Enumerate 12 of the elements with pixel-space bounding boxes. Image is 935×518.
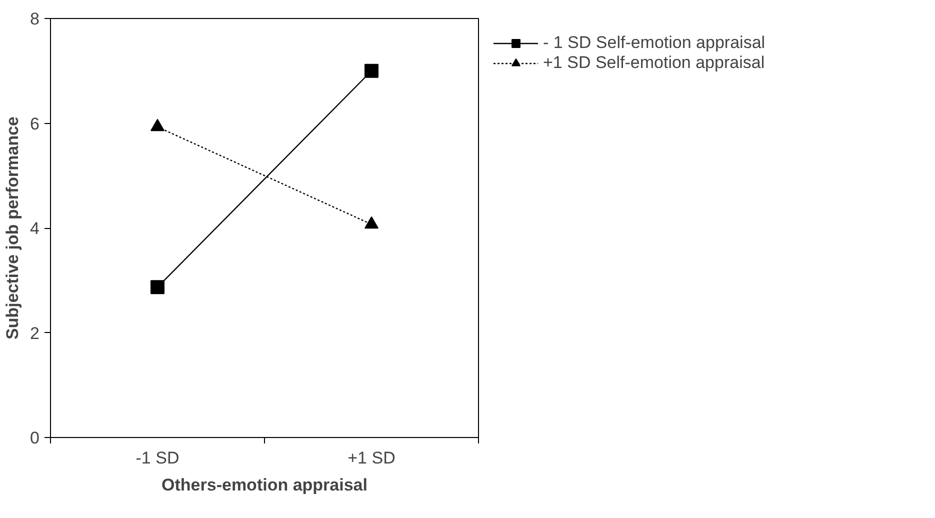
- legend-label: +1 SD Self-emotion appraisal: [543, 53, 765, 73]
- legend-label: - 1 SD Self-emotion appraisal: [543, 33, 766, 53]
- y-tick-label: 2: [30, 324, 40, 343]
- y-tick-label: 8: [30, 10, 40, 28]
- y-axis-title: Subjective job performance: [3, 116, 22, 340]
- y-tick-label: 6: [30, 114, 40, 134]
- y-tick-label: 0: [30, 428, 40, 448]
- x-tick-label: -1 SD: [136, 448, 180, 468]
- y-tick-label: 4: [30, 219, 40, 238]
- x-axis-title: Others-emotion appraisal: [162, 476, 368, 494]
- point: [150, 280, 164, 294]
- x-tick-label: +1 SD: [348, 448, 396, 468]
